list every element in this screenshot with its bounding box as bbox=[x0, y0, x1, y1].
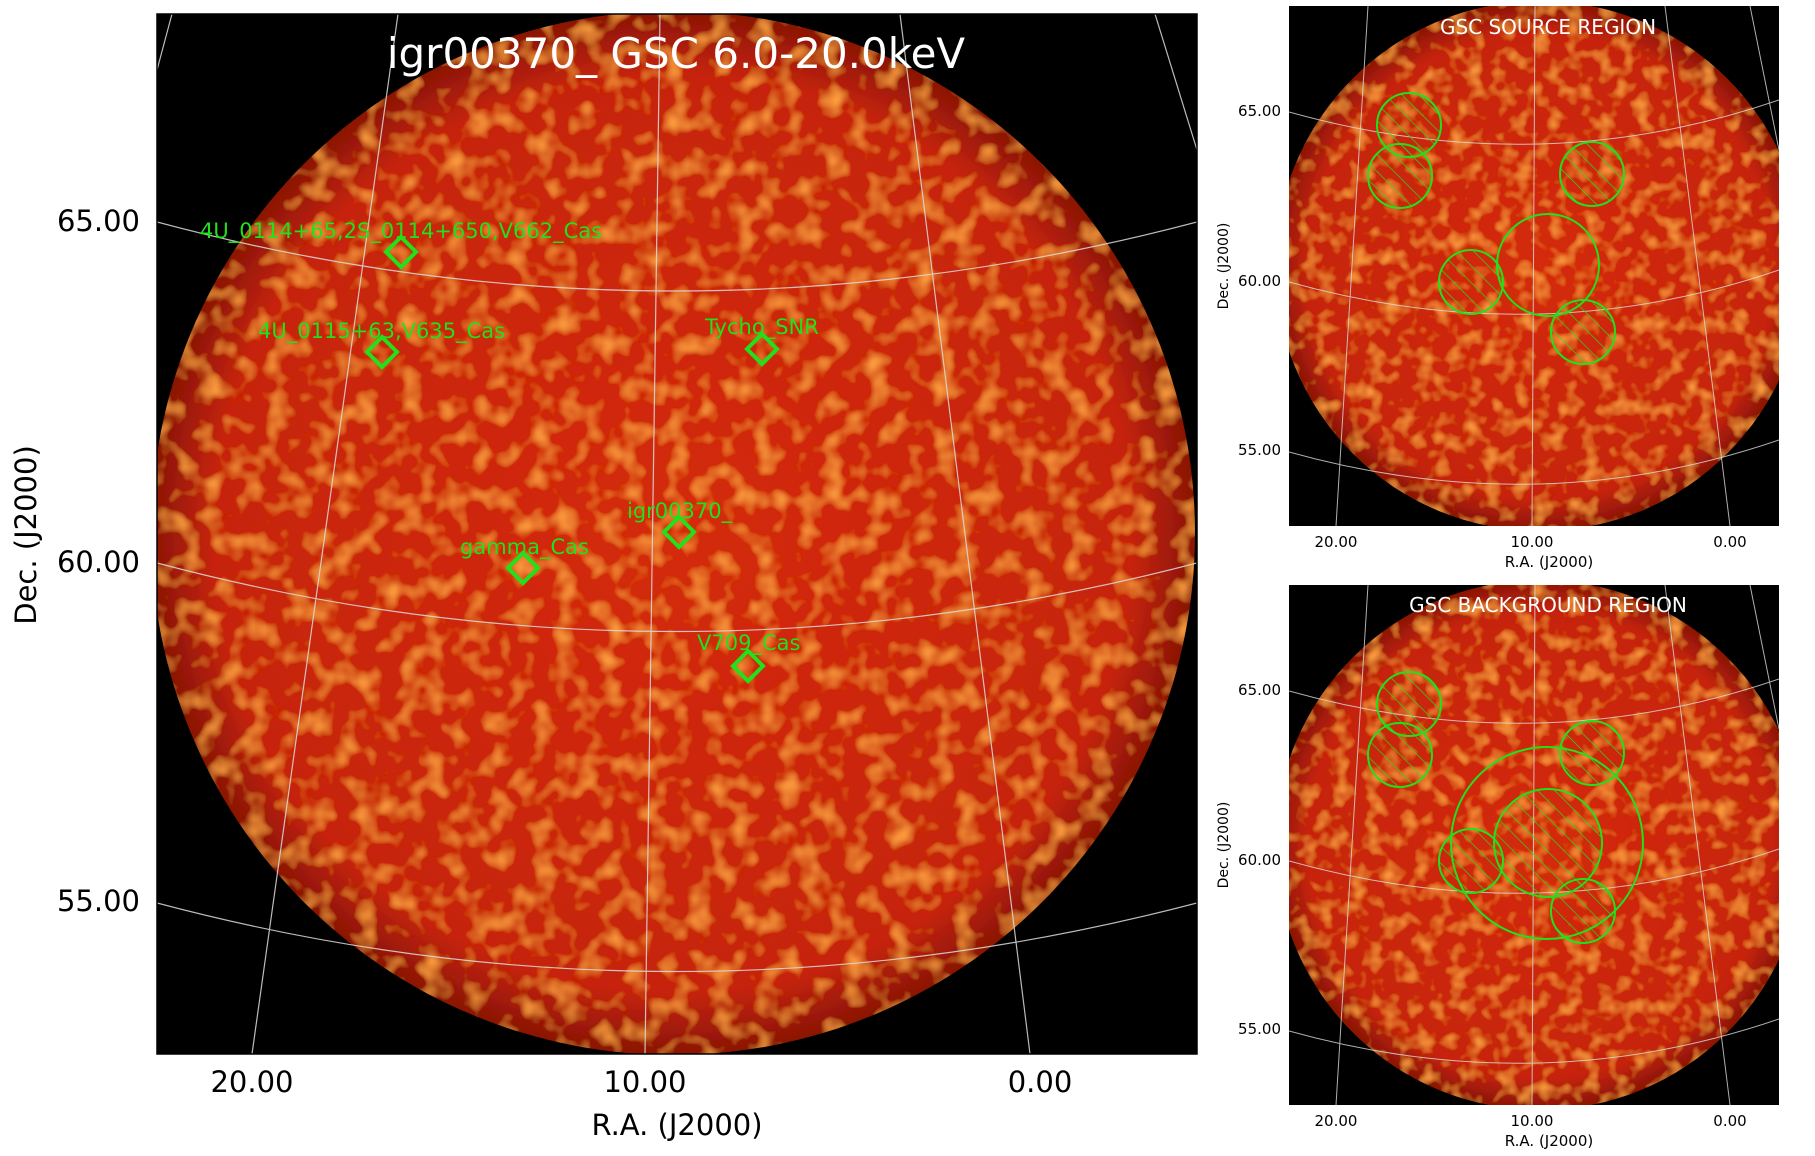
bkg-ytick: 55.00 bbox=[1238, 1020, 1281, 1038]
src-ytick: 55.00 bbox=[1238, 441, 1281, 459]
source-markers bbox=[364, 234, 780, 684]
bkg-xtick: 0.00 bbox=[1713, 1112, 1746, 1130]
region-circle bbox=[1493, 788, 1603, 898]
source-marker-tycho bbox=[744, 331, 780, 367]
background-panel-title: GSC BACKGROUND REGION bbox=[1409, 593, 1687, 617]
src-ylabel: Dec. (J2000) bbox=[1216, 223, 1232, 310]
source-label: Tycho_SNR bbox=[704, 315, 819, 340]
src-ytick: 65.00 bbox=[1238, 102, 1281, 120]
source-marker-4u0114 bbox=[383, 234, 419, 270]
bkg-ylabel: Dec. (J2000) bbox=[1216, 802, 1232, 889]
source-marker-4u0115 bbox=[364, 334, 400, 370]
source-regions bbox=[1367, 92, 1625, 365]
main-ylabel: Dec. (J2000) bbox=[9, 445, 43, 625]
src-xlabel: R.A. (J2000) bbox=[1505, 553, 1594, 571]
bkg-xtick: 10.00 bbox=[1511, 1112, 1554, 1130]
region-circle bbox=[1559, 141, 1625, 207]
main-xtick: 20.00 bbox=[210, 1065, 293, 1099]
target-circle bbox=[1496, 213, 1600, 317]
main-title: igr00370_ GSC 6.0-20.0keV bbox=[387, 29, 966, 78]
bkg-xtick: 20.00 bbox=[1315, 1112, 1358, 1130]
source-label: igr00370_ bbox=[627, 499, 733, 524]
src-xtick: 20.00 bbox=[1315, 533, 1358, 551]
bkg-ytick: 65.00 bbox=[1238, 681, 1281, 699]
main-xtick: 10.00 bbox=[603, 1065, 686, 1099]
source-label: 4U_0115+63,V635_Cas bbox=[258, 319, 505, 344]
source-panel-disc bbox=[1289, 6, 1779, 526]
main-xlabel: R.A. (J2000) bbox=[591, 1108, 762, 1142]
src-ytick: 60.00 bbox=[1238, 272, 1281, 290]
main-exposure-disc bbox=[157, 14, 1195, 1054]
source-label: 4U_0114+65,2S_0114+650,V662_Cas bbox=[200, 219, 602, 244]
main-panel: igr00370_ GSC 6.0-20.0keV 4U_0114+65,2S_… bbox=[9, 13, 1198, 1142]
main-coordinate-grid bbox=[157, 14, 1197, 1054]
region-circle bbox=[1367, 143, 1433, 209]
background-region-panel: GSC BACKGROUND REGION 65.00 60.00 55.00 … bbox=[1216, 585, 1779, 1150]
main-xtick: 0.00 bbox=[1008, 1065, 1073, 1099]
source-panel-title: GSC SOURCE REGION bbox=[1440, 15, 1656, 39]
main-ytick: 55.00 bbox=[57, 884, 140, 918]
source-label: gamma_Cas bbox=[460, 535, 589, 560]
background-regions bbox=[1367, 671, 1644, 944]
source-label: V709_Cas bbox=[697, 631, 800, 656]
bkg-ytick: 60.00 bbox=[1238, 851, 1281, 869]
source-marker-v709 bbox=[730, 648, 766, 684]
source-marker-gamma-cas bbox=[505, 550, 541, 586]
src-xtick: 0.00 bbox=[1713, 533, 1746, 551]
src-xtick: 10.00 bbox=[1511, 533, 1554, 551]
main-ytick: 60.00 bbox=[57, 545, 140, 579]
source-region-panel: GSC SOURCE REGION 65.00 60.00 55.00 20.0… bbox=[1216, 6, 1779, 571]
region-circle bbox=[1438, 249, 1504, 315]
source-marker-igr00370 bbox=[661, 514, 697, 550]
region-circle bbox=[1559, 720, 1625, 786]
region-circle bbox=[1367, 722, 1433, 788]
main-ytick: 65.00 bbox=[57, 204, 140, 238]
bkg-xlabel: R.A. (J2000) bbox=[1505, 1132, 1594, 1150]
region-circle bbox=[1550, 299, 1616, 365]
